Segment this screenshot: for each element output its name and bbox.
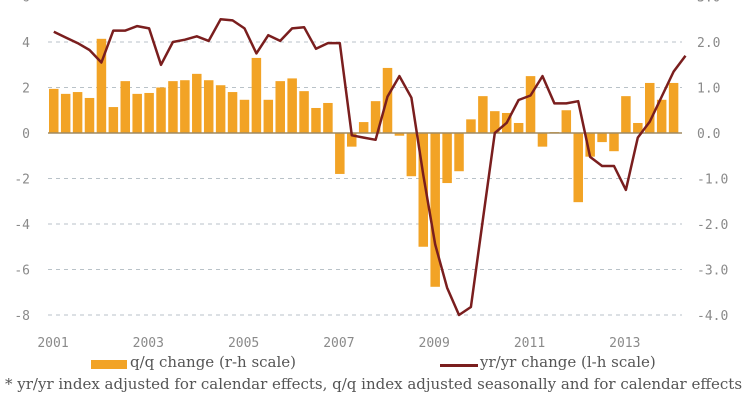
- bar: [394, 133, 405, 136]
- bar-series: [49, 38, 679, 287]
- right-tick-label: -1.0: [697, 173, 728, 188]
- bar: [442, 133, 452, 184]
- right-tick-label: 0.0: [697, 127, 720, 142]
- bar: [656, 99, 667, 133]
- x-tick-label: 2005: [228, 336, 259, 351]
- x-tick-label: 2013: [609, 336, 640, 351]
- bar: [49, 88, 59, 133]
- bar: [478, 96, 488, 133]
- left-tick-label: 2: [22, 82, 30, 97]
- bar: [227, 92, 238, 133]
- bar: [120, 81, 131, 133]
- bar: [490, 111, 500, 133]
- bar: [156, 87, 166, 133]
- legend-bar-label: q/q change (r-h scale): [130, 353, 297, 371]
- bar: [323, 102, 333, 133]
- right-tick-label: 1.0: [697, 82, 720, 97]
- left-tick-label: -2: [14, 173, 30, 188]
- left-axis: 6 4 2 0 -2 -4 -6 -8: [14, 0, 30, 324]
- bar: [60, 93, 71, 133]
- x-tick-label: 2009: [419, 336, 450, 351]
- bar: [239, 99, 250, 133]
- legend-line-swatch: [440, 364, 478, 367]
- x-tick-label: 2003: [133, 336, 164, 351]
- bar: [72, 92, 83, 133]
- left-tick-label: -8: [14, 309, 30, 324]
- bar: [430, 133, 440, 287]
- footnote: * yr/yr index adjusted for calendar effe…: [5, 375, 743, 393]
- bar: [525, 76, 536, 133]
- x-tick-label: 2007: [323, 336, 354, 351]
- bar: [466, 119, 476, 133]
- bar: [144, 92, 154, 133]
- bar: [406, 133, 417, 177]
- bar: [621, 96, 631, 133]
- left-tick-label: 4: [22, 36, 30, 51]
- left-tick-label: 6: [22, 0, 30, 6]
- bar: [597, 133, 607, 143]
- left-tick-label: -4: [14, 218, 30, 233]
- bar: [418, 133, 429, 247]
- bar: [513, 122, 524, 133]
- legend-bar-swatch: [91, 360, 127, 369]
- right-tick-label: 3.0: [697, 0, 720, 6]
- bar: [251, 57, 262, 133]
- bar: [454, 133, 464, 172]
- bar: [168, 81, 178, 133]
- bar: [275, 81, 285, 133]
- bar: [573, 133, 583, 203]
- gridlines: [48, 41, 682, 316]
- x-tick-label: 2001: [37, 336, 68, 351]
- right-tick-label: -3.0: [697, 264, 728, 279]
- bar: [537, 133, 548, 147]
- bar: [561, 110, 572, 133]
- bar: [370, 101, 381, 133]
- bar: [585, 133, 595, 157]
- bar: [299, 91, 309, 133]
- right-axis: 3.0 2.0 1.0 0.0 -1.0 -2.0 -3.0 -4.0: [697, 0, 728, 324]
- bar: [215, 85, 226, 133]
- right-tick-label: -4.0: [697, 309, 728, 324]
- x-axis: 2001 2003 2005 2007 2009 2011 2013: [37, 336, 640, 351]
- bar: [668, 82, 679, 133]
- bar: [96, 38, 107, 133]
- bar: [358, 122, 369, 133]
- bar: [84, 97, 95, 133]
- bar: [192, 73, 202, 133]
- left-tick-label: 0: [22, 127, 30, 142]
- bar: [287, 78, 297, 133]
- bar: [311, 107, 321, 133]
- bar: [633, 122, 643, 133]
- bar: [203, 80, 214, 133]
- bar: [347, 133, 357, 147]
- bar: [335, 133, 345, 174]
- bar: [132, 93, 142, 133]
- bar: [263, 99, 274, 133]
- line-series: [53, 18, 687, 317]
- right-tick-label: -2.0: [697, 218, 728, 233]
- bar: [180, 80, 190, 133]
- bar: [108, 107, 119, 133]
- bar: [609, 133, 619, 152]
- x-tick-label: 2011: [514, 336, 545, 351]
- legend-line-label: yr/yr change (l-h scale): [480, 353, 656, 371]
- right-tick-label: 2.0: [697, 36, 720, 51]
- bar: [645, 82, 655, 133]
- left-tick-label: -6: [14, 264, 30, 279]
